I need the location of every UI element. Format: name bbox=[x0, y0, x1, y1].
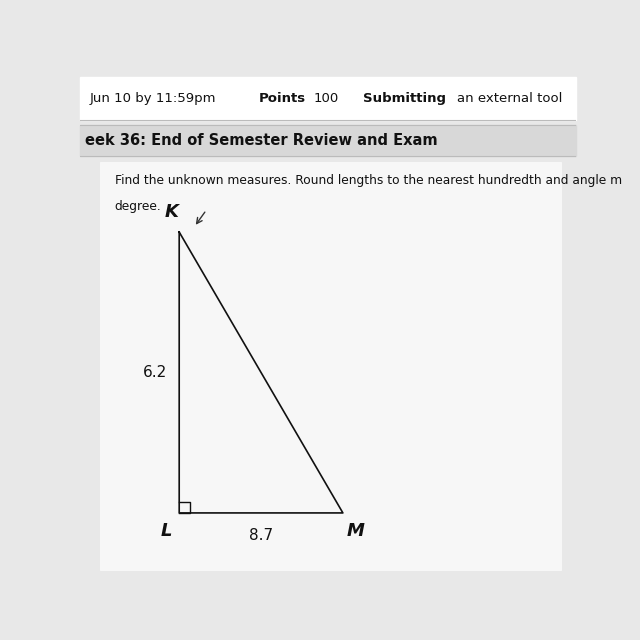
Bar bbox=[80, 77, 576, 120]
Bar bbox=[100, 161, 561, 570]
Text: 6.2: 6.2 bbox=[143, 365, 168, 380]
Text: an external tool: an external tool bbox=[457, 92, 563, 105]
Text: Points: Points bbox=[259, 92, 306, 105]
Text: Find the unknown measures. Round lengths to the nearest hundredth and angle m: Find the unknown measures. Round lengths… bbox=[115, 174, 622, 187]
Text: Jun 10 by 11:59pm: Jun 10 by 11:59pm bbox=[90, 92, 216, 105]
Text: L: L bbox=[161, 522, 173, 540]
Text: eek 36: End of Semester Review and Exam: eek 36: End of Semester Review and Exam bbox=[85, 133, 438, 148]
Text: 8.7: 8.7 bbox=[249, 528, 273, 543]
Text: Submitting: Submitting bbox=[363, 92, 445, 105]
Text: M: M bbox=[346, 522, 364, 540]
Bar bbox=[80, 125, 576, 156]
Text: 100: 100 bbox=[313, 92, 339, 105]
Text: degree.: degree. bbox=[115, 200, 161, 212]
Text: K: K bbox=[164, 203, 179, 221]
